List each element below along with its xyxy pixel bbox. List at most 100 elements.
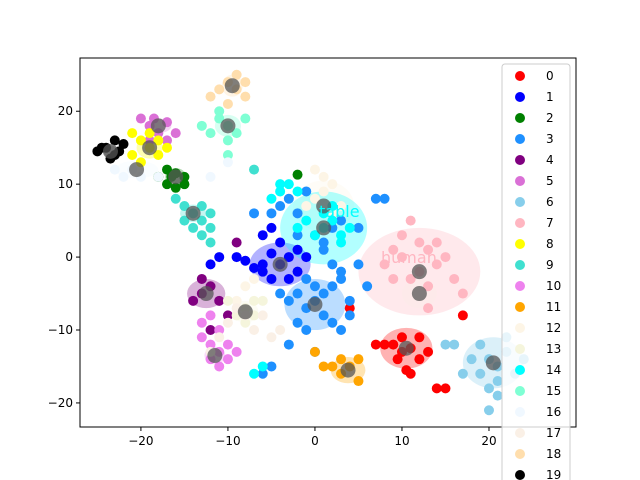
legend-label-6: 6 <box>546 195 554 209</box>
point-series-1-3 <box>257 259 268 270</box>
point-series-6-11 <box>457 368 468 379</box>
point-series-3-28 <box>362 281 373 292</box>
point-series-15-4 <box>214 106 225 117</box>
point-series-18-4 <box>231 69 242 80</box>
point-series-6-5 <box>492 376 503 387</box>
point-series-8-1 <box>135 135 146 146</box>
point-series-7-12 <box>405 215 416 226</box>
point-series-6-10 <box>492 390 503 401</box>
x-tick-label-10: 10 <box>394 434 409 448</box>
point-series-3-1 <box>318 288 329 299</box>
point-series-3-11 <box>309 281 320 292</box>
centroid-5 <box>150 118 166 134</box>
point-series-9-6 <box>196 201 207 212</box>
point-series-3-4 <box>292 288 303 299</box>
point-series-0-13 <box>344 303 355 314</box>
point-series-3-38 <box>266 361 277 372</box>
point-series-3-12 <box>327 259 338 270</box>
y-tick-label-0: 0 <box>65 250 73 264</box>
point-series-13-3 <box>222 295 233 306</box>
point-series-14-1 <box>327 215 338 226</box>
legend-label-17: 17 <box>546 426 561 440</box>
point-series-1-14 <box>292 244 303 255</box>
legend-marker-16 <box>515 407 525 417</box>
point-series-14-12 <box>266 193 277 204</box>
x-tick-label--10: −10 <box>215 434 240 448</box>
point-series-16-5 <box>205 171 216 182</box>
point-series-15-5 <box>240 113 251 124</box>
legend-label-12: 12 <box>546 321 561 335</box>
point-series-3-30 <box>301 325 312 336</box>
annotation-table: table <box>319 202 360 221</box>
point-series-0-14 <box>414 332 425 343</box>
centroid-7 <box>411 264 427 280</box>
point-series-14-16 <box>257 361 268 372</box>
legend-marker-10 <box>515 281 525 291</box>
point-series-12-0 <box>309 193 320 204</box>
point-series-7-6 <box>414 237 425 248</box>
point-series-18-7 <box>240 77 251 88</box>
point-series-3-32 <box>379 193 390 204</box>
point-series-7-10 <box>440 252 451 263</box>
point-series-11-4 <box>336 354 347 365</box>
point-series-3-31 <box>292 317 303 328</box>
legend-marker-14 <box>515 365 525 375</box>
point-series-10-8 <box>196 317 207 328</box>
point-series-7-2 <box>423 244 434 255</box>
point-series-0-11 <box>431 383 442 394</box>
point-series-15-3 <box>205 128 216 139</box>
point-series-12-6 <box>336 201 347 212</box>
legend-marker-3 <box>515 134 525 144</box>
point-series-6-9 <box>483 405 494 416</box>
point-series-10-1 <box>222 354 233 365</box>
legend-box <box>501 63 571 480</box>
point-series-8-5 <box>144 128 155 139</box>
point-series-7-8 <box>423 281 434 292</box>
axes: −20 −10 0 10 20 −20 −10 0 10 20 <box>48 104 497 448</box>
point-series-1-6 <box>257 230 268 241</box>
legend-label-4: 4 <box>546 153 554 167</box>
point-series-3-39 <box>318 244 329 255</box>
point-series-8-2 <box>153 149 164 160</box>
centroid-18 <box>224 78 240 94</box>
legend-label-8: 8 <box>546 237 554 251</box>
legend-marker-2 <box>515 113 525 123</box>
y-tick-label--10: −10 <box>48 323 73 337</box>
legend-marker-12 <box>515 323 525 333</box>
point-series-1-11 <box>205 259 216 270</box>
point-series-10-10 <box>214 361 225 372</box>
point-series-3-23 <box>301 186 312 197</box>
point-series-14-13 <box>292 186 303 197</box>
point-series-6-4 <box>483 383 494 394</box>
point-series-2-3 <box>162 179 173 190</box>
x-tick-label-20: 20 <box>481 434 496 448</box>
point-series-3-27 <box>336 325 347 336</box>
legend-marker-18 <box>515 449 525 459</box>
y-tick-label-20: 20 <box>58 104 73 118</box>
legend-marker-5 <box>515 176 525 186</box>
point-series-6-6 <box>466 354 477 365</box>
point-series-3-29 <box>353 259 364 270</box>
point-series-15-7 <box>196 120 207 131</box>
point-series-3-13 <box>336 273 347 284</box>
point-series-9-11 <box>196 230 207 241</box>
point-series-17-7 <box>266 332 277 343</box>
point-series-3-35 <box>283 339 294 350</box>
point-series-3-37 <box>257 368 268 379</box>
point-series-5-5 <box>170 128 181 139</box>
point-series-3-6 <box>336 266 347 277</box>
point-series-17-2 <box>222 317 233 328</box>
point-series-9-3 <box>205 208 216 219</box>
centroid-19 <box>102 143 118 159</box>
point-series-0-7 <box>423 346 434 357</box>
point-series-3-15 <box>275 288 286 299</box>
point-series-16-0 <box>118 171 129 182</box>
point-series-7-15 <box>449 273 460 284</box>
legend-label-16: 16 <box>546 405 561 419</box>
centroid-4 <box>198 286 214 302</box>
legend-label-15: 15 <box>546 384 561 398</box>
point-series-0-5 <box>392 354 403 365</box>
point-series-18-5 <box>222 98 233 109</box>
centroid-13 <box>237 304 253 320</box>
legend-marker-13 <box>515 344 525 354</box>
